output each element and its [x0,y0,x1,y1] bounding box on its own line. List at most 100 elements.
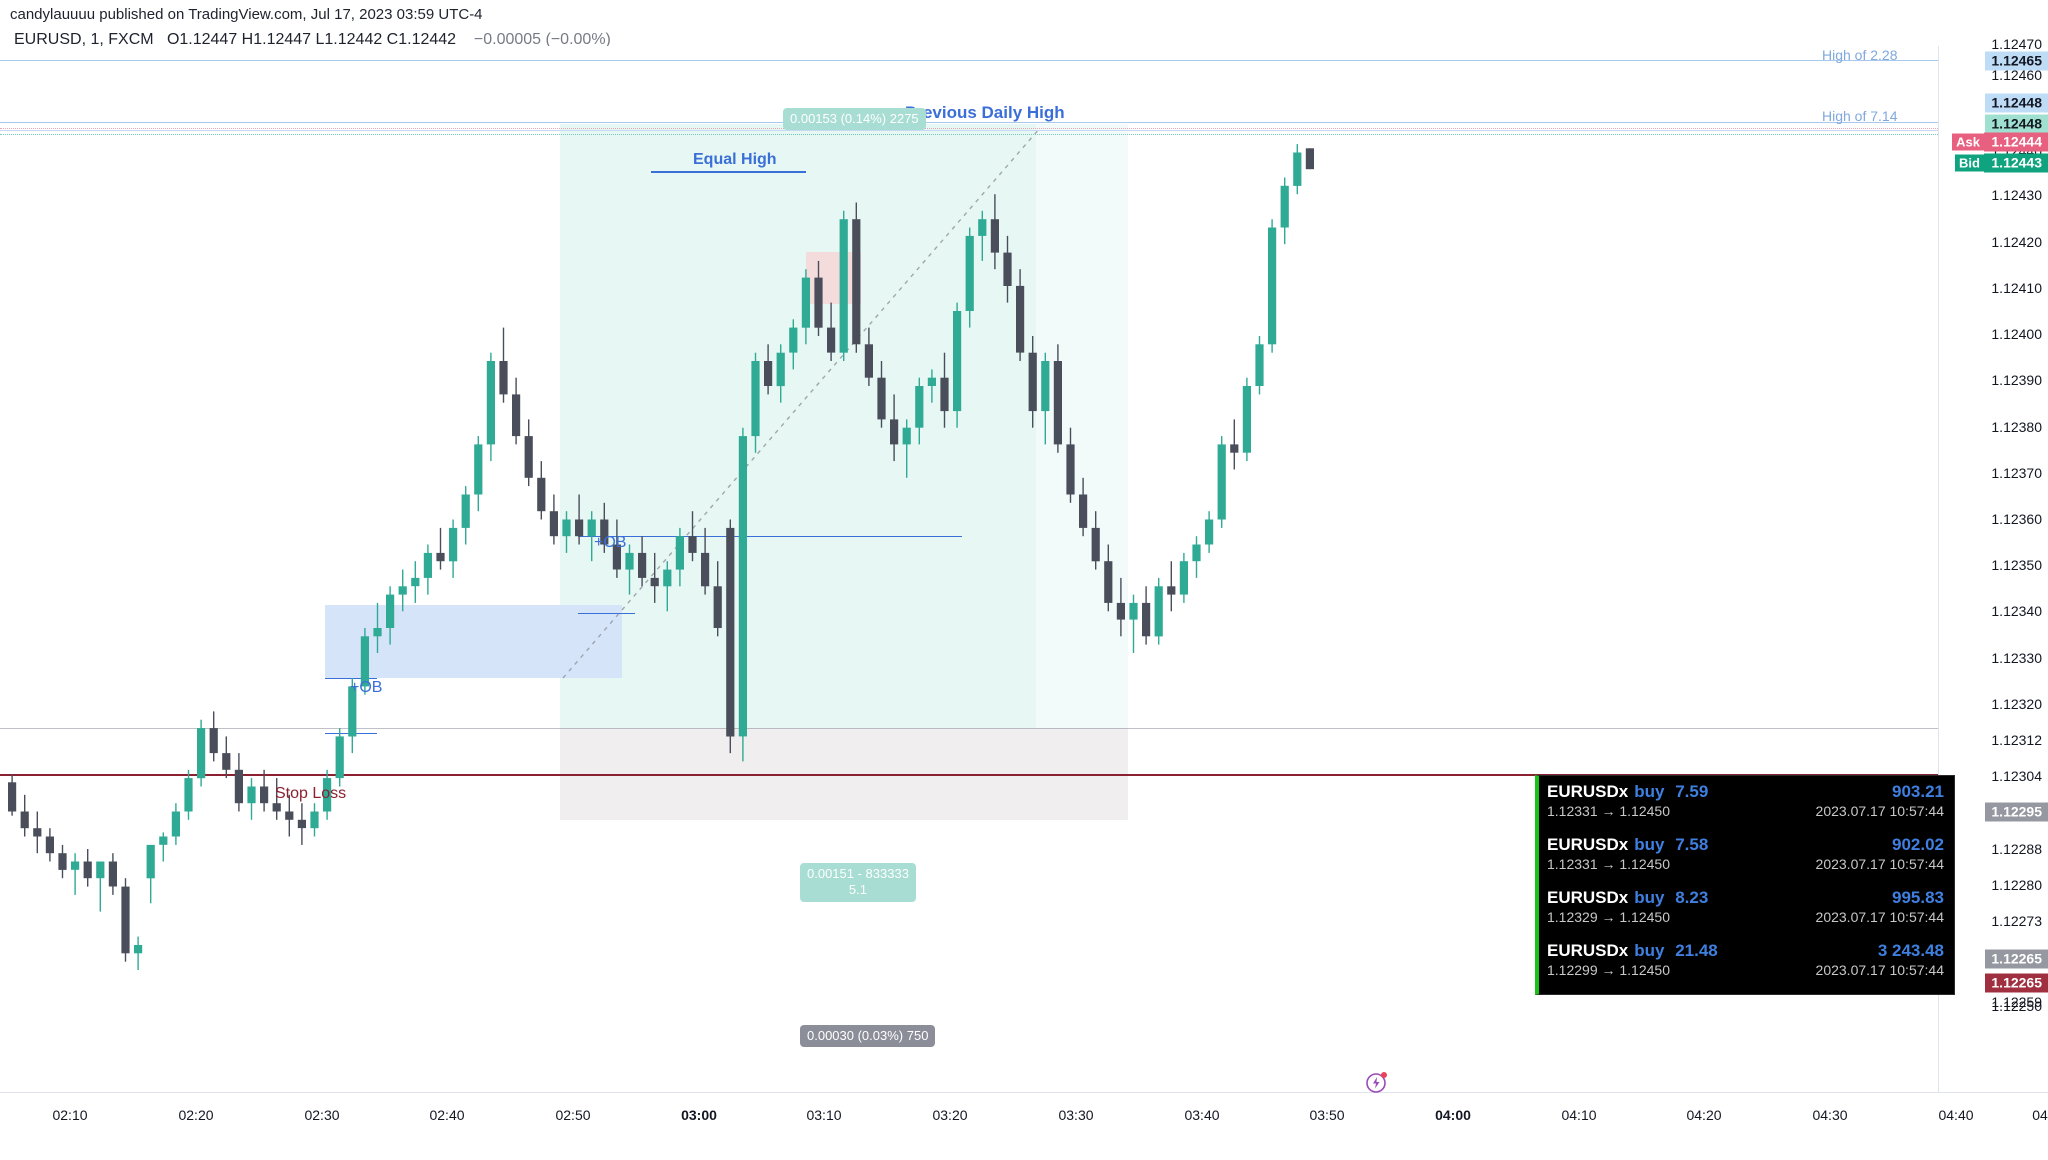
trade-row[interactable]: EURUSDx buy 21.48 3 243.48 1.12299 → 1.12… [1547,941,1944,994]
trade-prices: 1.12331 → 1.12450 [1547,856,1670,872]
price-tick: 1.12390 [1991,372,2042,388]
price-label-entry: 1.12295 [1985,802,2048,822]
risk-zone-top-edge [276,774,560,776]
bottom-bar: TV TradingView [0,1134,2048,1160]
time-tick: 03:50 [1309,1107,1345,1123]
previous-daily-high-label: Previous Daily High [905,103,1065,122]
time-tick: 03:30 [1058,1107,1094,1123]
bid-tag: Bid [1955,154,1984,172]
publisher-attribution: candylauuuu published on TradingView.com… [10,6,483,23]
trade-side: buy [1634,888,1665,907]
trade-row[interactable]: EURUSDx buy 8.23 995.83 1.12329 → 1.12450… [1547,888,1944,941]
price-tick: 1.12410 [1991,280,2042,296]
replay-icon[interactable] [1365,1070,1389,1094]
entry-mid-line [0,728,1938,729]
price-tick: 1.12360 [1991,511,2042,527]
time-tick: 04 [2032,1107,2048,1123]
time-tick: 04:30 [1812,1107,1848,1123]
legend-change: −0.00005 (−0.00%) [473,31,611,48]
measure-middle-line2: 5.1 [848,882,867,898]
price-tick: 1.12350 [1991,557,2042,573]
previous-daily-high-line [0,122,1938,123]
time-tick: 04:10 [1561,1107,1597,1123]
trade-time: 2023.07.17 10:57:44 [1815,856,1944,872]
trade-side: buy [1634,835,1665,854]
time-tick: 03:40 [1184,1107,1220,1123]
price-tick: 1.12400 [1991,326,2042,342]
price-label-high-228: 1.12465 [1985,51,2048,71]
time-tick: 02:40 [429,1107,465,1123]
time-tick: 04:20 [1686,1107,1722,1123]
legend-symbol[interactable]: EURUSD, 1, FXCM [14,31,154,48]
legend-ohlc: O1.12447 H1.12447 L1.12442 C1.12442 [166,31,457,48]
trade-time: 2023.07.17 10:57:44 [1815,909,1944,925]
price-tick: 1.12250 [1991,998,2042,1014]
trade-side: buy [1634,941,1665,960]
time-tick: 03:00 [681,1107,717,1123]
trade-symbol: EURUSDx [1547,782,1629,801]
price-tick: 1.12330 [1991,650,2042,666]
ask-tag: Ask [1952,133,1984,151]
price-label-stop-loss: 1.12265 [1985,973,2048,993]
high-of-228-line [0,60,1938,61]
price-tick: 1.12312 [1991,732,2042,748]
high-of-228-label: High of 2.28 [1822,47,1898,63]
price-tick: 1.12470 [1991,36,2042,52]
time-tick: 02:10 [52,1107,88,1123]
ob-upper-label: +OB [594,534,627,551]
time-axis[interactable]: 02:10 02:20 02:30 02:40 02:50 03:00 03:1… [0,1092,2048,1134]
trade-lots: 21.48 [1675,941,1718,960]
high-of-714-label: High of 7.14 [1822,108,1898,124]
time-tick: 04:40 [1938,1107,1974,1123]
price-label-stop-grey: 1.12265 [1985,949,2048,969]
trade-lots: 7.59 [1675,782,1709,801]
trade-lots: 7.58 [1675,835,1709,854]
price-tick: 1.12304 [1991,768,2042,784]
price-label-prev-daily-high: 1.12448 [1985,93,2048,113]
trade-time: 2023.07.17 10:57:44 [1815,962,1944,978]
measure-top: 0.00153 (0.14%) 2275 [783,108,926,131]
price-tick: 1.12280 [1991,877,2042,893]
trade-results-panel[interactable]: EURUSDx buy 7.59 903.21 1.12331 → 1.12450… [1535,775,1955,995]
equal-high-label: Equal High [693,151,777,168]
price-tick: 1.12380 [1991,419,2042,435]
time-tick: 02:20 [178,1107,214,1123]
bid-price-label: 1.12443 [1984,153,2048,173]
trade-row[interactable]: EURUSDx buy 7.59 903.21 1.12331 → 1.12450… [1547,782,1944,835]
trade-prices: 1.12331 → 1.12450 [1547,803,1670,819]
price-tick: 1.12259 [1991,994,2042,1010]
measure-bottom: 0.00030 (0.03%) 750 [800,1025,936,1048]
candlestick-series [8,144,1314,970]
trade-profit: 903.21 [1892,782,1944,801]
stop-loss-line [0,774,1938,776]
price-tick: 1.12460 [1991,67,2042,83]
price-tick: 1.12320 [1991,696,2042,712]
ob-lower-label: +OB [350,679,383,696]
price-tick: 1.12420 [1991,234,2042,250]
trade-symbol: EURUSDx [1547,941,1629,960]
trade-row[interactable]: EURUSDx buy 7.58 902.02 1.12331 → 1.12450… [1547,835,1944,888]
trade-profit: 902.02 [1892,835,1944,854]
trade-symbol: EURUSDx [1547,888,1629,907]
symbol-legend: EURUSD, 1, FXCM O1.12447 H1.12447 L1.124… [14,31,611,49]
price-axis[interactable]: 1.12470 1.12460 1.12440 1.12430 1.12420 … [1938,36,2048,1092]
price-tick: 1.12370 [1991,465,2042,481]
price-tick: 1.12273 [1991,913,2042,929]
stop-loss-label: Stop Loss [275,785,347,802]
trade-side: buy [1634,782,1665,801]
time-tick: 03:10 [806,1107,842,1123]
price-tick: 1.12430 [1991,187,2042,203]
trade-profit: 3 243.48 [1877,941,1944,960]
time-tick: 02:30 [304,1107,340,1123]
time-tick: 03:20 [932,1107,968,1123]
long-setup-zone-extension [1036,124,1128,728]
trade-symbol: EURUSDx [1547,835,1629,854]
ask-price-label: 1.12444 [1984,132,2048,152]
time-tick: 04:00 [1435,1107,1471,1123]
trade-prices: 1.12329 → 1.12450 [1547,909,1670,925]
trade-lots: 8.23 [1675,888,1709,907]
trade-profit: 995.83 [1892,888,1944,907]
chart-plot-area[interactable]: Previous Daily High Equal High +OB +OB S… [0,46,1938,1092]
time-tick: 02:50 [555,1107,591,1123]
measure-middle: 0.00151 - 833333 5.1 [800,863,916,902]
